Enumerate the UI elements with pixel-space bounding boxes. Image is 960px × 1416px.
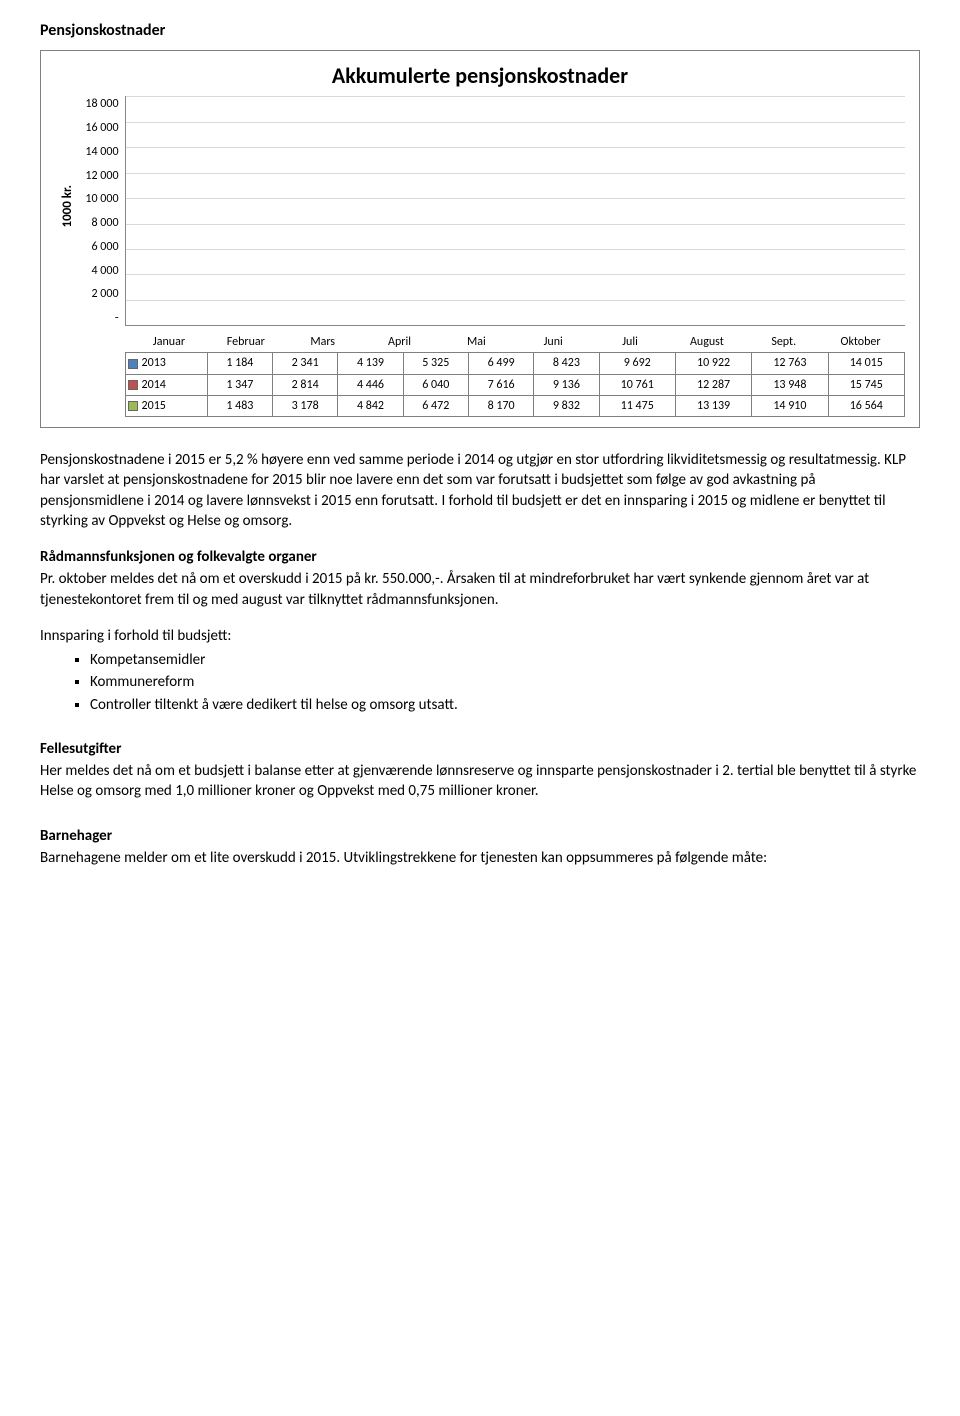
- table-cell: 14 015: [828, 353, 904, 374]
- table-cell: 6 499: [468, 353, 533, 374]
- list-item: Controller tiltenkt å være dedikert til …: [90, 695, 920, 715]
- table-cell: 11 475: [599, 395, 675, 416]
- table-cell: 1 347: [207, 374, 272, 395]
- table-cell: 5 325: [403, 353, 468, 374]
- section-radmann: Rådmannsfunksjonen og folkevalgte organe…: [40, 547, 920, 610]
- chart-data-table: 20131 1842 3414 1395 3256 4998 4239 6921…: [125, 352, 905, 417]
- section-innsparing: Innsparing i forhold til budsjett: Kompe…: [40, 626, 920, 715]
- y-tick-label: 8 000: [77, 215, 119, 231]
- y-tick-label: 18 000: [77, 96, 119, 112]
- y-tick-label: 4 000: [77, 263, 119, 279]
- x-tick-label: Oktober: [822, 330, 899, 350]
- subhead-radmann: Rådmannsfunksjonen og folkevalgte organe…: [40, 547, 920, 567]
- y-axis-label: 1000 kr.: [55, 185, 77, 228]
- chart-title: Akkumulerte pensjonskostnader: [55, 61, 905, 91]
- table-row: 2014 1 3472 8144 4466 0407 6169 13610 761…: [125, 374, 904, 395]
- table-cell: 8 423: [534, 353, 599, 374]
- table-cell: 1 184: [207, 353, 272, 374]
- section-barnehager: Barnehager Barnehagene melder om et lite…: [40, 826, 920, 869]
- table-cell: 6 472: [403, 395, 468, 416]
- table-cell: 4 842: [338, 395, 403, 416]
- table-cell: 14 910: [752, 395, 828, 416]
- table-cell: 12 287: [675, 374, 751, 395]
- y-tick-label: 12 000: [77, 168, 119, 184]
- table-cell: 12 763: [752, 353, 828, 374]
- subhead-felles: Fellesutgifter: [40, 739, 920, 759]
- table-cell: 4 446: [338, 374, 403, 395]
- list-item: Kompetansemidler: [90, 650, 920, 670]
- table-cell: 6 040: [403, 374, 468, 395]
- table-cell: 7 616: [468, 374, 533, 395]
- table-cell: 10 761: [599, 374, 675, 395]
- table-cell: 13 948: [752, 374, 828, 395]
- y-tick-label: -: [77, 310, 119, 326]
- x-axis-labels: JanuarFebruarMarsAprilMaiJuniJuliAugustS…: [125, 326, 905, 350]
- table-cell: 3 178: [273, 395, 338, 416]
- innsparing-head: Innsparing i forhold til budsjett:: [40, 626, 920, 646]
- table-cell: 4 139: [338, 353, 403, 374]
- x-tick-label: Januar: [131, 330, 208, 350]
- table-cell: 15 745: [828, 374, 904, 395]
- legend-swatch: [128, 380, 138, 390]
- x-tick-label: Sept.: [745, 330, 822, 350]
- table-cell: 16 564: [828, 395, 904, 416]
- table-cell: 13 139: [675, 395, 751, 416]
- x-tick-label: Mars: [284, 330, 361, 350]
- y-tick-label: 2 000: [77, 286, 119, 302]
- table-cell: 9 832: [534, 395, 599, 416]
- table-row: 20131 1842 3414 1395 3256 4998 4239 6921…: [125, 353, 904, 374]
- x-tick-label: Juni: [515, 330, 592, 350]
- x-tick-label: Februar: [207, 330, 284, 350]
- table-cell: 2 814: [273, 374, 338, 395]
- paragraph-felles: Her meldes det nå om et budsjett i balan…: [40, 761, 920, 802]
- table-row: 2015 1 4833 1784 8426 4728 1709 83211 475…: [125, 395, 904, 416]
- x-tick-label: Mai: [438, 330, 515, 350]
- y-tick-label: 14 000: [77, 144, 119, 160]
- series-name: 2014: [142, 378, 166, 392]
- y-tick-label: 10 000: [77, 191, 119, 207]
- paragraph-barnehager: Barnehagene melder om et lite overskudd …: [40, 848, 920, 868]
- bullet-list-innsparing: KompetansemidlerKommunereform Controller …: [90, 650, 920, 715]
- legend-swatch: [128, 401, 138, 411]
- x-tick-label: Juli: [592, 330, 669, 350]
- section-fellesutgifter: Fellesutgifter Her meldes det nå om et b…: [40, 739, 920, 802]
- table-cell: 9 136: [534, 374, 599, 395]
- page-heading: Pensjonskostnader: [40, 20, 920, 42]
- table-cell: 2 341: [273, 353, 338, 374]
- list-item: Kommunereform: [90, 672, 920, 692]
- y-axis-ticks: 18 000 16 000 14 000 12 000 10 000 8 000 6 000…: [77, 96, 125, 326]
- y-tick-label: 16 000: [77, 120, 119, 136]
- table-cell: 10 922: [675, 353, 751, 374]
- table-cell: 1 483: [207, 395, 272, 416]
- series-name: 2015: [142, 399, 166, 413]
- table-cell: 9 692: [599, 353, 675, 374]
- paragraph-pension-summary: Pensjonskostnadene i 2015 er 5,2 % høyer…: [40, 450, 920, 531]
- y-tick-label: 6 000: [77, 239, 119, 255]
- series-name: 2013: [142, 356, 166, 370]
- legend-swatch: [128, 359, 138, 369]
- chart-container: Akkumulerte pensjonskostnader 1000 kr. 1…: [40, 50, 920, 428]
- x-tick-label: April: [361, 330, 438, 350]
- paragraph-radmann: Pr. oktober meldes det nå om et overskud…: [40, 569, 920, 610]
- x-tick-label: August: [668, 330, 745, 350]
- table-cell: 8 170: [468, 395, 533, 416]
- chart-plot-area: [125, 96, 905, 326]
- subhead-barnehager: Barnehager: [40, 826, 920, 846]
